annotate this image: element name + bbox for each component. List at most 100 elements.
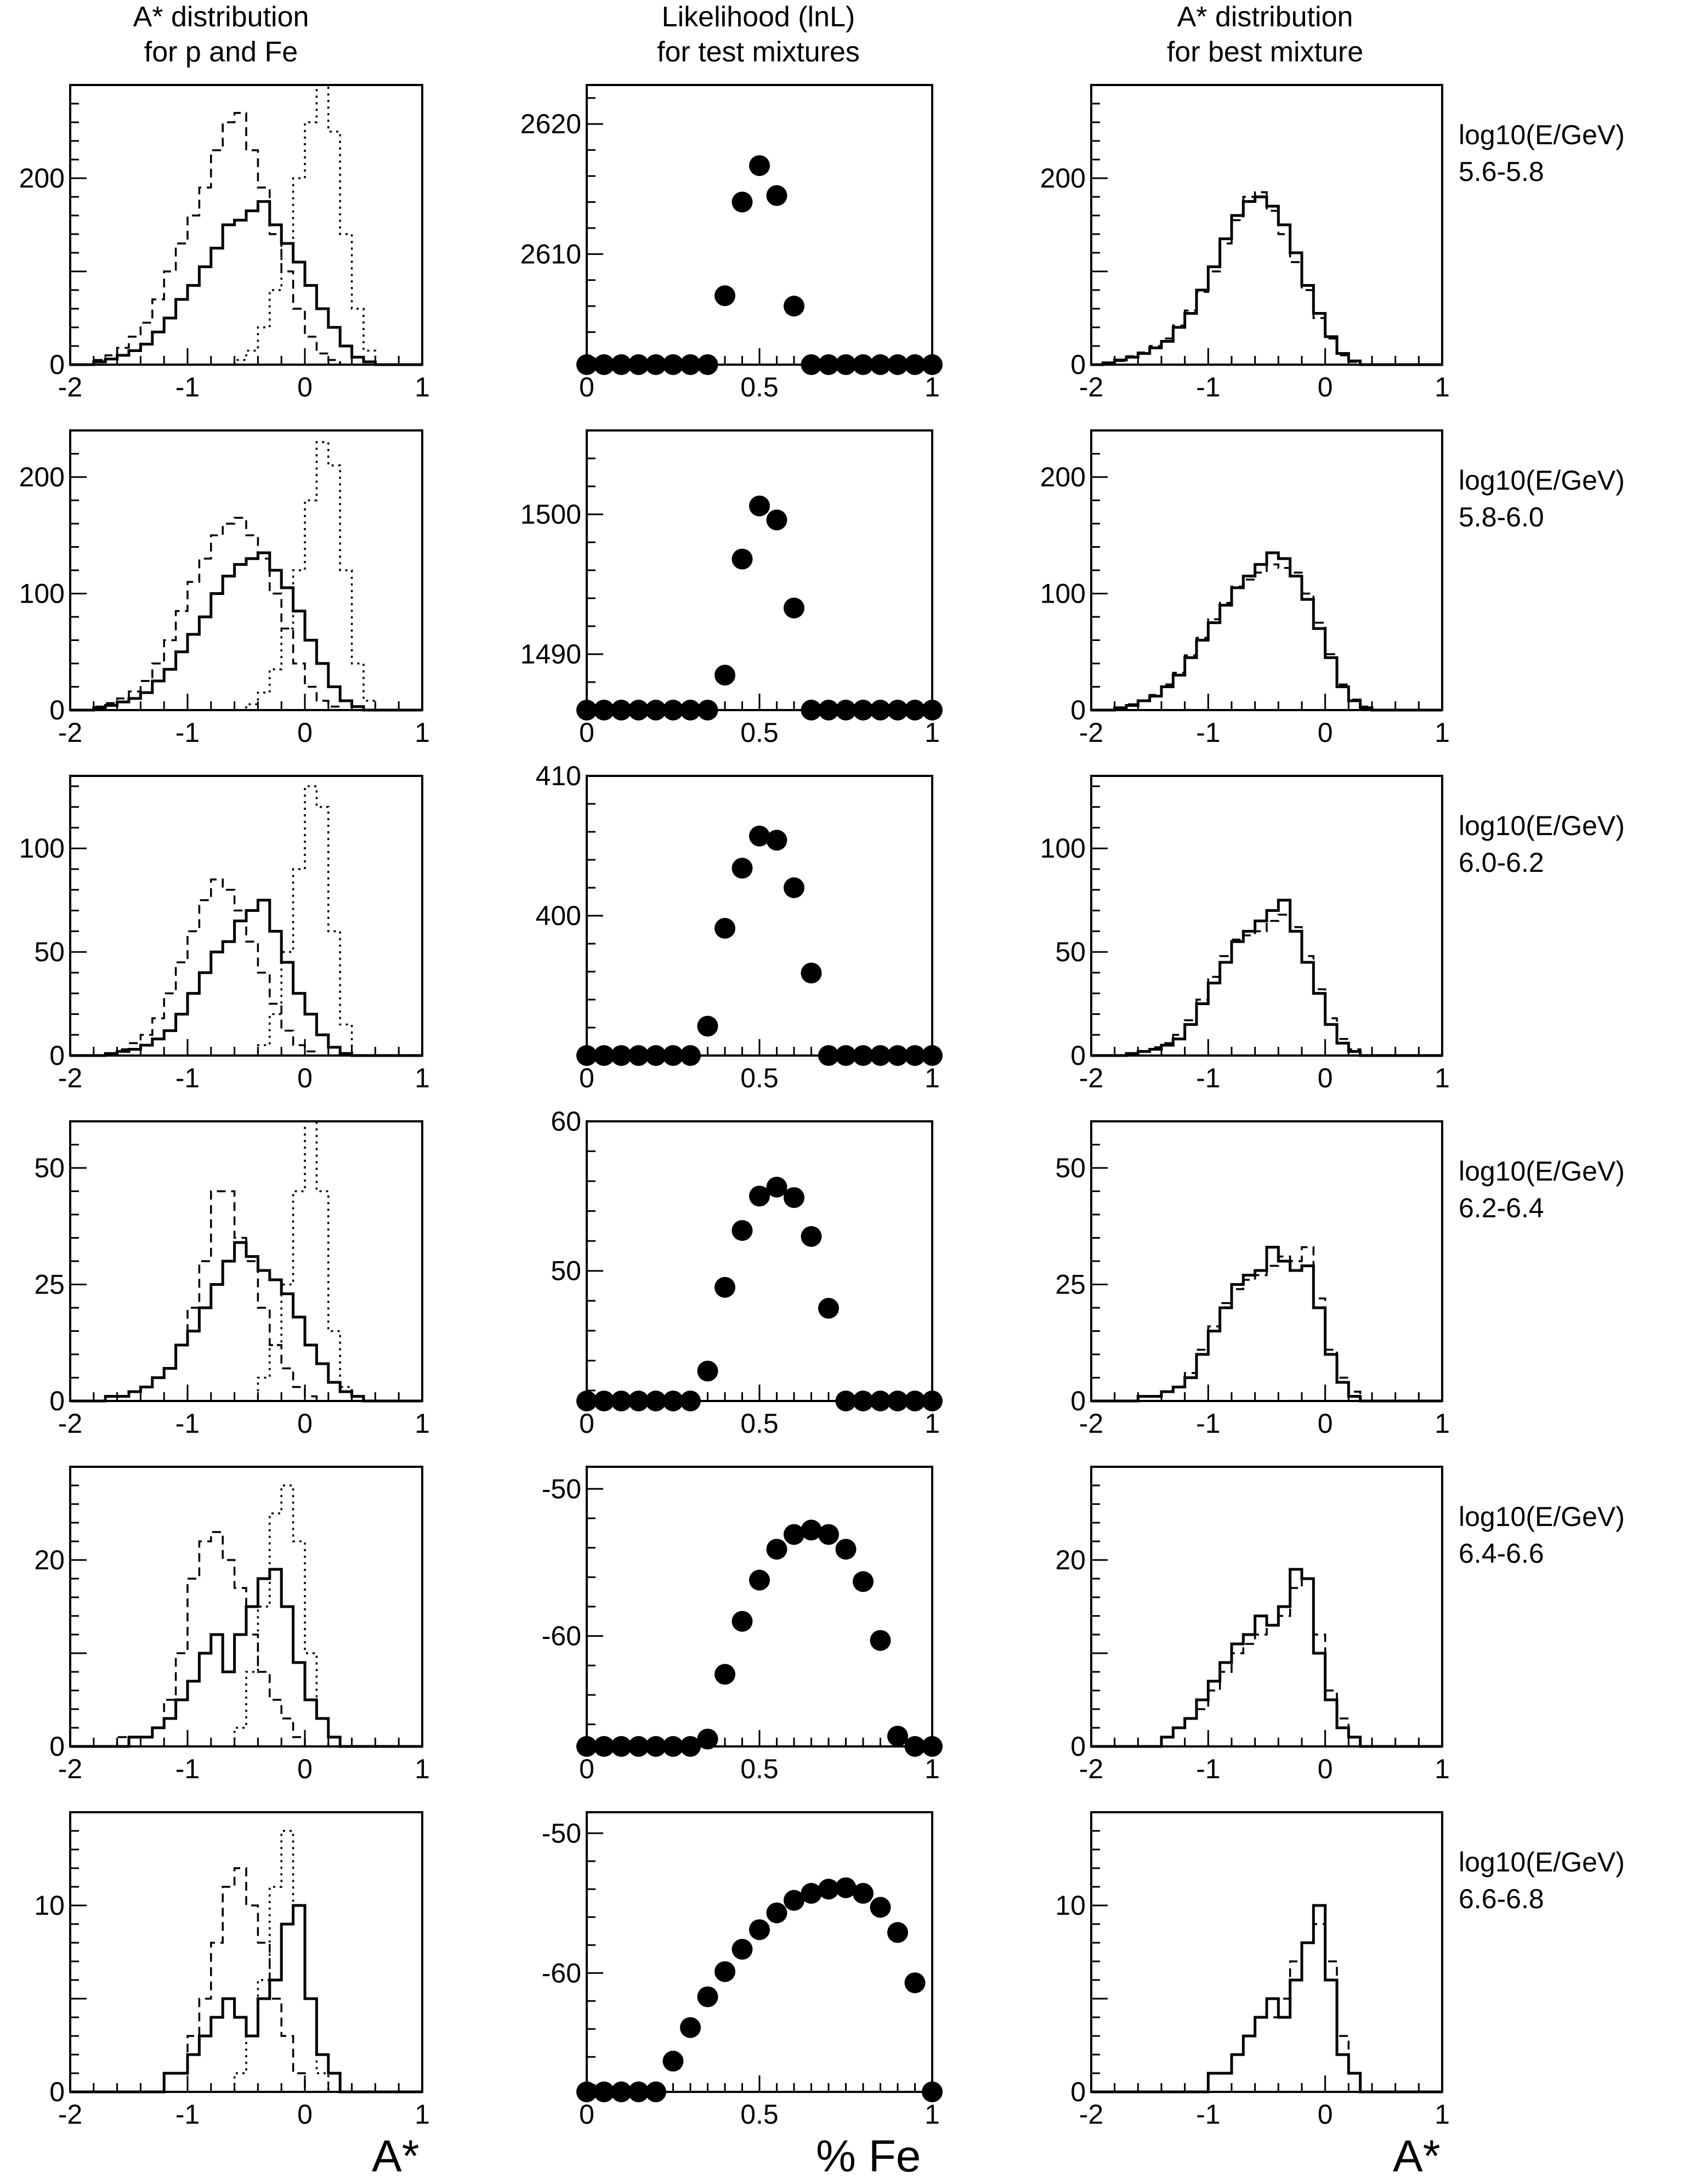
plot-frame	[1090, 1811, 1443, 2093]
likelihood-point	[784, 1890, 804, 1911]
likelihood-point	[680, 1736, 701, 1757]
likelihood-point	[870, 1045, 891, 1066]
panel-r3-c1: -2 -1 0 1 0 50 100	[19, 775, 430, 1093]
hist-solid	[1091, 195, 1442, 366]
likelihood-point	[766, 1539, 787, 1560]
likelihood-point	[593, 1045, 615, 1066]
y-tick-label: -50	[542, 1473, 581, 1504]
x-tick-label: -2	[1079, 372, 1103, 402]
likelihood-point	[870, 354, 891, 375]
y-tick-label: 60	[551, 1106, 581, 1137]
panel-r3-c3: -2 -1 0 1 0 50 100	[1040, 775, 1450, 1093]
x-tick-label: -2	[1079, 1408, 1103, 1439]
hist-dashed	[1091, 914, 1442, 1057]
likelihood-point	[904, 1972, 926, 1994]
plot-frame	[1090, 1466, 1443, 1748]
likelihood-point	[697, 1986, 718, 2007]
likelihood-point	[801, 700, 822, 721]
likelihood-point	[732, 1220, 753, 1241]
likelihood-point	[697, 1016, 718, 1037]
likelihood-point	[593, 2081, 615, 2102]
hist-dashed	[70, 112, 422, 366]
x-tick-label: -2	[1079, 1754, 1103, 1784]
x-tick-label: 1	[925, 1754, 940, 1784]
plot-frame	[1090, 84, 1443, 366]
x-tick-label: 0	[297, 1408, 313, 1439]
x-tick-label: 1	[925, 1063, 940, 1093]
hist-solid	[70, 1568, 422, 1748]
x-tick-label: 0	[297, 372, 313, 402]
x-tick-label: 1	[415, 372, 430, 402]
y-tick-label: 2620	[520, 109, 581, 139]
hist-dashed	[70, 878, 422, 1057]
x-tick-label: 0	[579, 1754, 594, 1784]
x-tick-label: -1	[1196, 1754, 1220, 1784]
x-tick-label: -1	[175, 372, 200, 402]
x-tick-label: 1	[1434, 1063, 1450, 1093]
x-tick-label: 1	[1434, 1408, 1450, 1439]
likelihood-point	[887, 1922, 908, 1943]
likelihood-point	[818, 700, 839, 721]
hist-dotted	[70, 84, 422, 366]
energy-range: 6.6-6.8	[1459, 1884, 1544, 1914]
likelihood-point	[818, 354, 839, 375]
x-tick-label: 1	[1434, 717, 1450, 748]
energy-label: log10(E/GeV)	[1459, 120, 1625, 150]
col1-title-line1: A* distribution	[133, 1, 309, 33]
likelihood-point	[853, 354, 874, 375]
y-tick-label: 100	[1040, 578, 1086, 609]
likelihood-point	[732, 858, 753, 879]
left-axis-title: A*	[372, 2131, 419, 2181]
plot-frame	[69, 775, 423, 1057]
likelihood-point	[749, 1919, 770, 1941]
likelihood-point	[715, 285, 735, 307]
likelihood-point	[576, 354, 597, 375]
likelihood-point	[576, 1391, 597, 1411]
y-tick-label: 50	[1055, 1153, 1086, 1183]
y-tick-label: 0	[1070, 1731, 1086, 1762]
likelihood-point	[628, 354, 649, 375]
likelihood-point	[904, 1391, 926, 1411]
hist-dotted	[70, 785, 422, 1057]
right-axis-title: A*	[1393, 2131, 1441, 2181]
panel-row-2: -2 -1 0 1 0 100 200 0 0.5 1 1490 1500 -2 -1 0 1 0 100 200 l…	[19, 429, 1625, 748]
hist-dashed	[1091, 1923, 1442, 2093]
y-tick-label: 100	[19, 833, 65, 864]
col3-title-line2: for best mixture	[1167, 36, 1363, 68]
likelihood-point	[749, 495, 770, 517]
x-tick-label: 1	[925, 1408, 940, 1439]
likelihood-point	[715, 665, 735, 686]
x-tick-label: 0.5	[740, 2099, 779, 2130]
panel-r1-c1: -2 -1 0 1 0 200	[19, 84, 430, 402]
x-tick-label: -1	[175, 717, 200, 748]
panel-r2-c3: -2 -1 0 1 0 100 200	[1040, 429, 1450, 748]
x-tick-label: 0	[1318, 717, 1333, 748]
likelihood-point	[611, 354, 632, 375]
x-tick-label: 0	[297, 1063, 313, 1093]
likelihood-point	[922, 354, 943, 375]
likelihood-point	[853, 1391, 874, 1411]
likelihood-point	[645, 354, 666, 375]
y-tick-label: 25	[34, 1269, 65, 1300]
panel-r5-c2: 0 0.5 1 -60 -50	[542, 1466, 943, 1784]
likelihood-point	[853, 1882, 874, 1904]
x-tick-label: -2	[58, 2099, 82, 2130]
likelihood-point	[766, 509, 787, 531]
y-tick-label: 400	[536, 900, 581, 931]
x-tick-label: 1	[1434, 372, 1450, 402]
y-tick-label: 0	[1070, 695, 1086, 725]
hist-solid	[1091, 551, 1442, 712]
x-tick-label: 1	[415, 717, 430, 748]
likelihood-point	[628, 1045, 649, 1066]
y-tick-label: 0	[49, 349, 65, 380]
panel-r4-c1: -2 -1 0 1 0 25 50	[34, 1120, 430, 1439]
column-titles: A* distribution for p and Fe Likelihood …	[133, 1, 1364, 68]
likelihood-point	[818, 1879, 839, 1900]
likelihood-point	[835, 1539, 857, 1560]
x-tick-label: -1	[1196, 2099, 1220, 2130]
x-tick-label: 1	[925, 717, 940, 748]
likelihood-point	[628, 1391, 649, 1411]
